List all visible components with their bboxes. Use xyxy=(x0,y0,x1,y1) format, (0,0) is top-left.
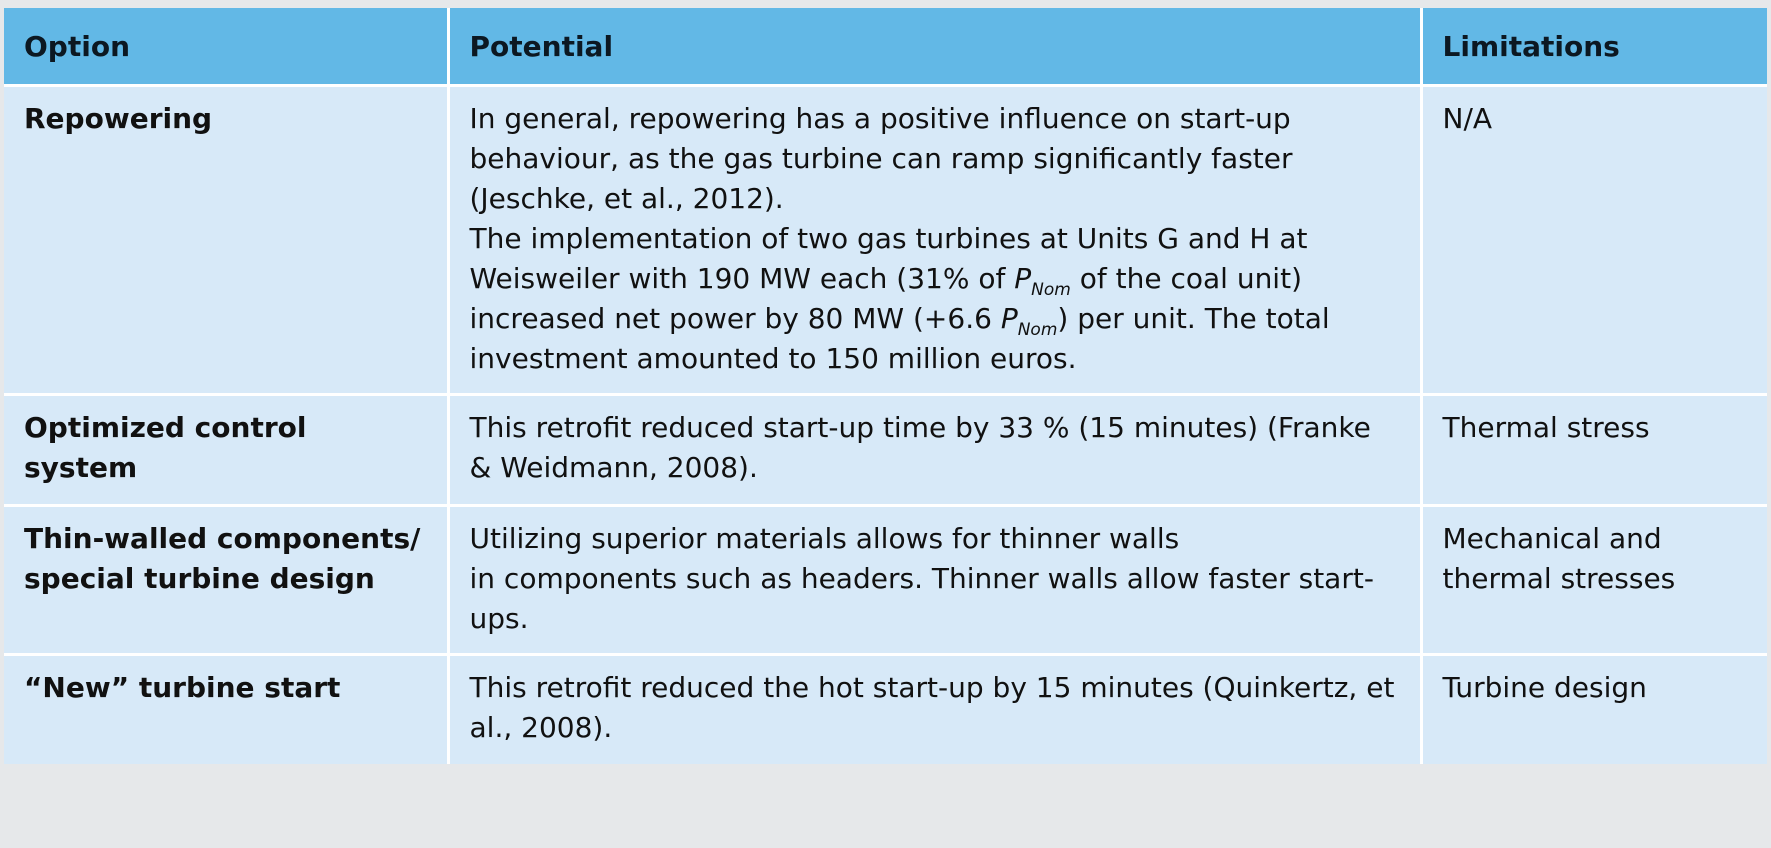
p-nom-symbol: PNom xyxy=(1014,262,1071,299)
potential-line: Utilizing superior materials allows for … xyxy=(469,522,1180,555)
limitations-cell: Thermal stress xyxy=(1421,394,1767,507)
nom-subscript: Nom xyxy=(1017,320,1058,340)
option-cell: Repowering xyxy=(4,85,450,396)
potential-paragraph: The implementation of two gas turbines a… xyxy=(470,219,1400,379)
limitations-cell: Turbine design xyxy=(1421,654,1767,764)
option-cell: “New” turbine start xyxy=(4,654,450,764)
header-potential: Potential xyxy=(448,8,1423,87)
potential-cell: In general, repowering has a positive in… xyxy=(448,85,1423,396)
option-cell: Thin-walled components/ special turbine … xyxy=(4,505,450,656)
limitations-cell: N/A xyxy=(1421,85,1767,396)
potential-cell: Utilizing superior materials allows for … xyxy=(448,505,1423,656)
p-symbol: P xyxy=(1014,262,1032,295)
nom-subscript: Nom xyxy=(1031,280,1071,300)
table-row: Thin-walled components/ special turbine … xyxy=(4,505,1767,656)
option-cell: Optimized control system xyxy=(4,394,450,507)
retrofit-options-table: Option Potential Limitations Repowering … xyxy=(4,8,1767,764)
p-symbol: P xyxy=(1000,302,1018,335)
table-row: “New” turbine start This retrofit reduce… xyxy=(4,654,1767,764)
p-nom-symbol: PNom xyxy=(1000,302,1058,339)
potential-cell: This retrofit reduced the hot start-up b… xyxy=(448,654,1423,764)
header-row: Option Potential Limitations xyxy=(4,8,1767,87)
potential-text: ) per unit. The total investment amounte… xyxy=(469,302,1330,375)
potential-text: The implementation of two gas turbines a… xyxy=(469,222,1308,295)
potential-paragraph: In general, repowering has a positive in… xyxy=(469,102,1293,215)
potential-text: of the coal unit) increased net power by… xyxy=(469,262,1303,335)
header-option: Option xyxy=(4,8,450,87)
header-limitations: Limitations xyxy=(1421,8,1767,87)
table-row: Repowering In general, repowering has a … xyxy=(4,85,1767,396)
limitations-cell: Mechanical and thermal stresses xyxy=(1421,505,1767,656)
table-row: Optimized control system This retrofit r… xyxy=(4,394,1767,507)
potential-line: in components such as headers. Thinner w… xyxy=(469,562,1374,635)
potential-cell: This retrofit reduced start-up time by 3… xyxy=(448,394,1423,507)
